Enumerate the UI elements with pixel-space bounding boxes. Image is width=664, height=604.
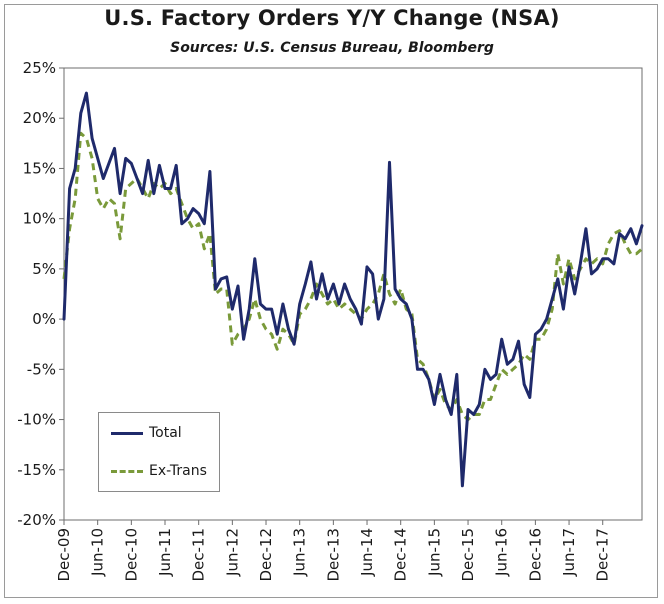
x-tick-label: Dec-14 [392,528,410,582]
y-tick-label: 25% [23,59,56,77]
y-tick-label: -10% [17,411,56,429]
x-tick-label: Jun-11 [156,528,174,577]
legend-label-total: Total [149,425,182,441]
x-tick-label: Jun-10 [89,528,107,577]
x-tick-label: Dec-11 [190,528,208,582]
x-tick-label: Jun-12 [223,528,241,577]
x-tick-label: Jun-16 [493,528,511,577]
legend-item-total: Total [111,423,182,443]
legend: Total Ex-Trans [98,412,220,492]
series-line-total [62,91,644,488]
y-tick-label: -15% [17,461,56,479]
y-tick-label: 20% [23,109,56,127]
chart-subtitle: Sources: U.S. Census Bureau, Bloomberg [170,40,494,56]
x-tick-label: Dec-17 [594,528,612,582]
y-tick-label: 5% [32,260,56,278]
legend-item-extrans: Ex-Trans [111,461,207,481]
series-line-extrans [62,131,643,422]
y-tick-label: 15% [23,159,56,177]
x-tick-label: Jun-17 [560,528,578,577]
x-tick-label: Jun-15 [425,528,443,577]
chart-frame [4,4,658,598]
y-tick-label: 0% [32,310,56,328]
x-tick-label: Dec-10 [122,528,140,582]
x-tick-label: Dec-09 [55,528,73,582]
legend-label-extrans: Ex-Trans [149,463,207,479]
x-tick-label: Dec-13 [324,528,342,582]
x-tick-label: Dec-12 [257,528,275,582]
x-tick-label: Jun-13 [291,528,309,577]
chart-title: U.S. Factory Orders Y/Y Change (NSA) [104,6,560,30]
legend-swatch-extrans [111,469,143,473]
y-tick-label: 10% [23,210,56,228]
y-tick-label: -5% [27,360,56,378]
x-tick-label: Dec-15 [459,528,477,582]
y-tick-label: -20% [17,511,56,529]
legend-swatch-total [111,431,143,435]
x-tick-label: Dec-16 [526,528,544,582]
x-tick-label: Jun-14 [358,528,376,577]
